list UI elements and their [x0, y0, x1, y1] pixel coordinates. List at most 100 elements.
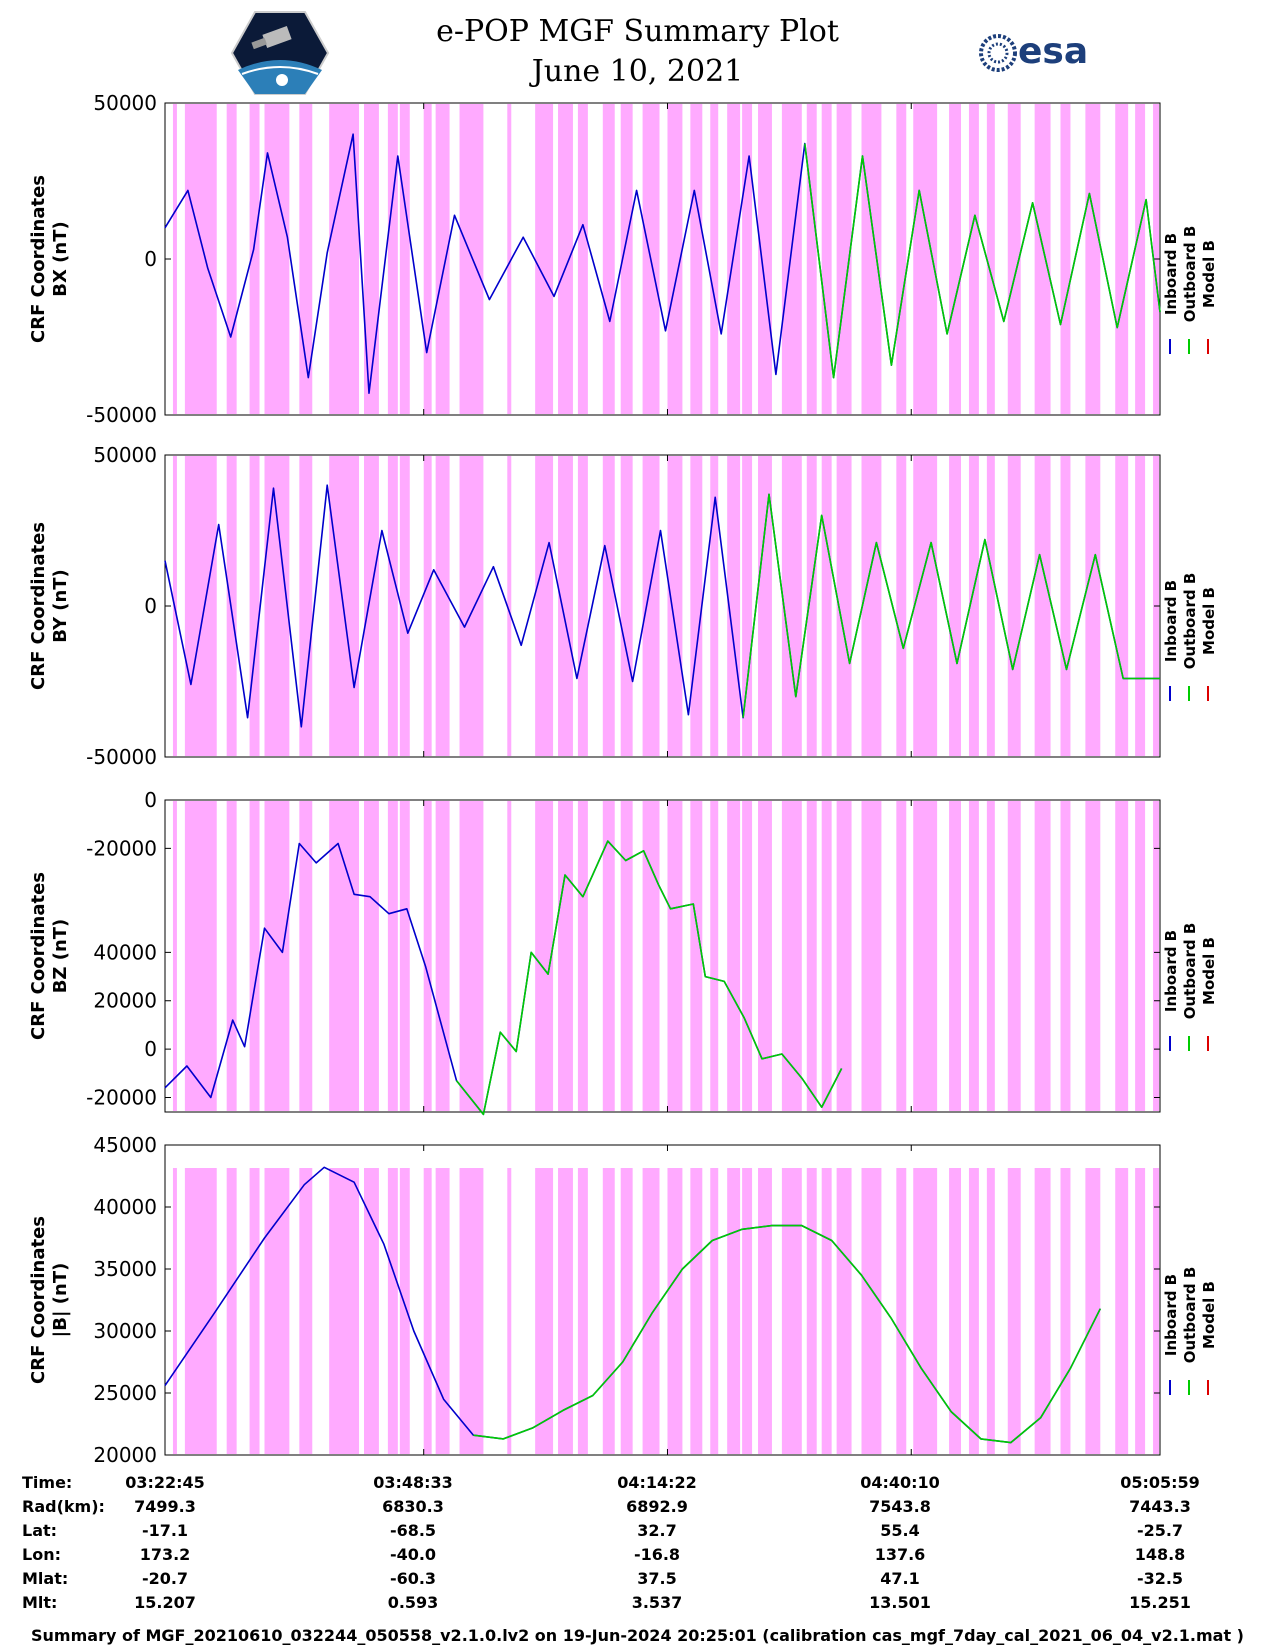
shade-band	[1007, 801, 1021, 1111]
table-cell: -60.3	[389, 1569, 437, 1588]
shade-band	[387, 104, 398, 414]
shade-band	[535, 801, 554, 1111]
shade-band	[758, 1168, 772, 1454]
y-axis-label: CRF CoordinatesBX (nT)	[28, 175, 71, 343]
shade-band	[1060, 456, 1071, 756]
legend-label: Outboard B	[1181, 573, 1199, 670]
y-tick-label: 20000	[93, 989, 157, 1013]
shade-band	[1153, 801, 1160, 1111]
y-axis-label: CRF Coordinates|B| (nT)	[28, 1216, 71, 1384]
table-cell: 3.537	[631, 1593, 683, 1612]
shade-band	[710, 1168, 719, 1454]
shade-band	[1034, 104, 1051, 414]
shade-band	[329, 456, 360, 756]
y-axis-label: CRF CoordinatesBY (nT)	[28, 522, 71, 690]
shade-band	[949, 1168, 961, 1454]
shade-band	[264, 456, 290, 756]
shade-band	[535, 1168, 554, 1454]
shade-band	[781, 801, 802, 1111]
shade-band	[577, 104, 588, 414]
shade-band	[1135, 104, 1146, 414]
shade-band	[1034, 1168, 1051, 1454]
shade-band	[299, 801, 313, 1111]
table-cell: 6830.3	[382, 1497, 444, 1516]
shade-band	[968, 456, 979, 756]
shade-band	[806, 456, 817, 756]
shade-band	[1085, 104, 1101, 414]
shade-band	[602, 1168, 615, 1454]
shade-band	[836, 104, 852, 414]
shade-band	[577, 1168, 588, 1454]
shade-band	[1060, 104, 1071, 414]
shade-band	[423, 104, 432, 414]
shade-band	[387, 456, 398, 756]
shade-band	[558, 104, 573, 414]
plot-date: June 10, 2021	[531, 54, 744, 89]
shade-band	[1007, 1168, 1021, 1454]
shade-band	[758, 801, 772, 1111]
table-cell: 7543.8	[869, 1497, 931, 1516]
shade-band	[184, 1168, 217, 1454]
plot-frame	[164, 1144, 1161, 1456]
y-tick-label: 0	[144, 247, 157, 271]
shade-band	[642, 801, 660, 1111]
shade-band	[172, 801, 177, 1111]
shade-band	[459, 104, 484, 414]
shade-band	[1060, 801, 1071, 1111]
table-cell: 15.251	[1129, 1593, 1191, 1612]
shade-band	[1085, 456, 1101, 756]
table-cell: 6892.9	[626, 1497, 688, 1516]
y-tick-label: 50000	[93, 91, 157, 115]
table-cell: 32.7	[637, 1521, 677, 1540]
shade-band	[459, 1168, 484, 1454]
shade-band	[710, 104, 719, 414]
y-tick-label: 25000	[93, 1381, 157, 1405]
table-cell: -17.1	[141, 1521, 189, 1540]
table-row-label: Mlat:	[22, 1569, 69, 1588]
shade-band	[1007, 456, 1021, 756]
y-tick-label: 50000	[93, 443, 157, 467]
esa-logo-icon	[979, 34, 1017, 72]
legend-label: Model B	[1200, 240, 1218, 308]
table-cell: 15.207	[134, 1593, 196, 1612]
shade-band	[1115, 456, 1129, 756]
shade-band	[896, 456, 907, 756]
table-row-label: Lon:	[22, 1545, 61, 1564]
table-cell: 173.2	[139, 1545, 191, 1564]
shade-band	[507, 456, 512, 756]
y-tick-label: 35000	[93, 1257, 157, 1281]
series-line-outboard-b	[804, 143, 1161, 379]
shade-band	[861, 801, 882, 1111]
shade-band	[968, 1168, 979, 1454]
shade-band	[1153, 1168, 1160, 1454]
shade-band	[507, 1168, 512, 1454]
y-tick-label: 0	[144, 594, 157, 618]
shade-band	[399, 456, 410, 756]
plot-title: e-POP MGF Summary Plot	[436, 14, 839, 49]
series-line-outboard-b	[742, 493, 1160, 718]
shade-band	[968, 104, 979, 414]
table-cell: -32.5	[1136, 1569, 1184, 1588]
shade-band	[1034, 456, 1051, 756]
shade-band	[742, 1168, 753, 1454]
legend-label: Model B	[1200, 587, 1218, 655]
esa-logo-text: esa	[1018, 31, 1089, 72]
table-cell: 13.501	[869, 1593, 931, 1612]
shade-band	[690, 456, 703, 756]
shade-band	[667, 456, 683, 756]
table-cell: 04:14:22	[617, 1473, 697, 1492]
shade-band	[535, 104, 554, 414]
shade-band	[986, 104, 995, 414]
shade-band	[226, 801, 237, 1111]
table-cell: 05:05:59	[1120, 1473, 1200, 1492]
shade-band	[1034, 801, 1051, 1111]
shade-band	[913, 104, 938, 414]
shade-band	[329, 1168, 360, 1454]
shade-band	[690, 801, 703, 1111]
y-tick-label: 20000	[93, 1443, 157, 1467]
shade-band	[423, 801, 432, 1111]
y-tick-label: 0	[144, 788, 157, 812]
series-line-outboard-b	[473, 1224, 1102, 1444]
shade-band	[806, 1168, 817, 1454]
shade-band	[806, 801, 817, 1111]
